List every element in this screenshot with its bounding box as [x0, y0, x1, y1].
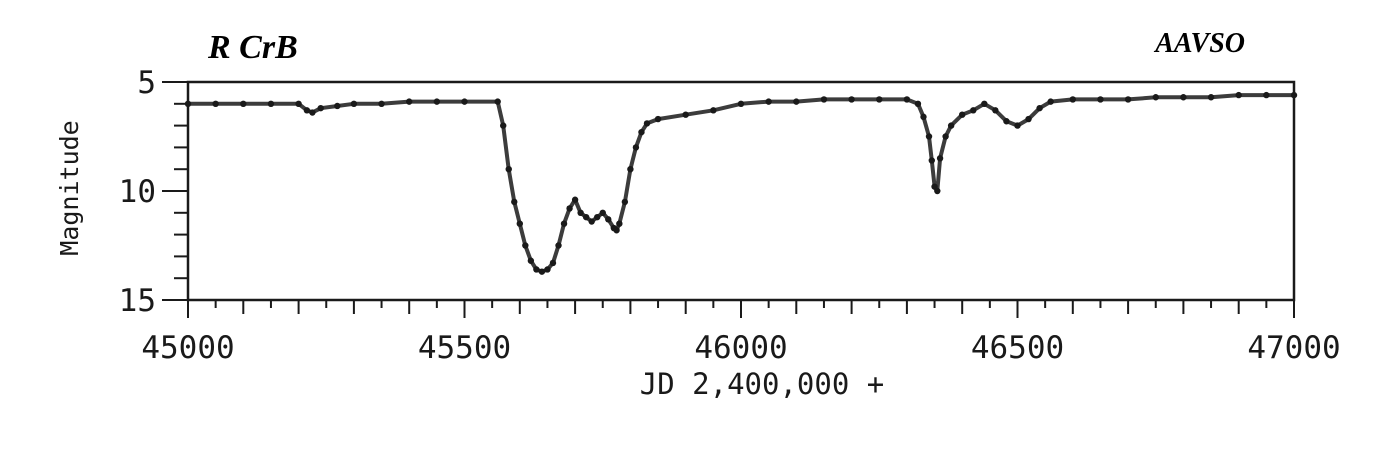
data-point: [947, 122, 955, 129]
data-point: [461, 98, 468, 105]
data-point: [737, 100, 745, 108]
data-point: [1097, 96, 1104, 103]
data-point: [599, 209, 606, 216]
data-point: [1069, 96, 1077, 103]
data-point: [560, 220, 568, 227]
chart-title: R CrB: [207, 29, 298, 66]
data-point: [494, 98, 501, 105]
y-tick-label: 5: [137, 65, 156, 101]
data-point: [267, 100, 275, 108]
data-point: [981, 100, 988, 108]
data-point: [309, 109, 316, 116]
data-point: [934, 187, 941, 195]
data-point: [632, 144, 640, 151]
data-point: [406, 98, 413, 105]
data-point: [1207, 94, 1215, 101]
data-point: [527, 257, 535, 264]
data-point: [1180, 94, 1187, 101]
light-curve-trace: [186, 93, 1296, 274]
data-point: [1124, 96, 1132, 103]
x-axis-label: JD 2,400,000 +: [640, 367, 884, 401]
data-point: [1047, 98, 1054, 105]
data-point: [433, 98, 441, 105]
y-tick-label: 10: [119, 174, 156, 210]
data-point: [638, 128, 645, 136]
data-point: [682, 111, 689, 118]
x-tick-label: 46500: [971, 330, 1064, 366]
data-point: [970, 107, 977, 114]
data-point: [1036, 104, 1043, 112]
plot-frame: [186, 80, 1296, 302]
data-point: [350, 100, 358, 108]
data-point: [334, 102, 341, 110]
x-tick-label: 45000: [141, 330, 234, 366]
data-point: [920, 113, 927, 121]
data-point: [582, 213, 590, 221]
data-point: [511, 198, 518, 206]
data-point: [710, 107, 717, 114]
data-point: [588, 218, 595, 225]
x-tick-label: 46000: [694, 330, 787, 366]
data-point: [1025, 115, 1032, 123]
data-point: [378, 100, 385, 108]
data-point: [566, 205, 573, 212]
data-point: [505, 166, 512, 173]
data-point: [820, 96, 828, 103]
x-tick-label: 47000: [1247, 330, 1340, 366]
x-tick-label: 45500: [418, 330, 511, 366]
data-point: [876, 96, 883, 103]
data-point: [594, 213, 601, 221]
data-point: [925, 133, 933, 140]
data-point: [184, 100, 192, 108]
data-point: [928, 157, 935, 164]
source-label: AAVSO: [1153, 28, 1245, 59]
data-point: [1014, 122, 1021, 129]
y-tick-label: 15: [119, 283, 156, 319]
data-point: [605, 216, 612, 223]
data-point: [992, 107, 999, 114]
data-point: [212, 100, 219, 108]
data-point: [500, 122, 507, 129]
data-point: [914, 100, 922, 108]
y-axis-label: Magnitude: [55, 120, 84, 255]
data-point: [1290, 91, 1298, 99]
data-point: [538, 268, 546, 275]
data-point: [616, 220, 623, 227]
data-point: [936, 155, 944, 162]
data-point: [533, 266, 540, 273]
data-point: [555, 242, 562, 249]
data-point: [621, 198, 629, 206]
data-point: [522, 242, 529, 249]
data-point: [240, 100, 247, 108]
data-point: [942, 133, 949, 140]
data-point: [627, 166, 634, 173]
data-point: [613, 227, 620, 234]
data-point: [303, 107, 311, 114]
data-point: [848, 96, 855, 103]
data-point: [317, 104, 324, 112]
data-point: [959, 111, 966, 118]
data-point: [577, 209, 584, 216]
data-point: [1235, 91, 1242, 99]
data-point: [1152, 94, 1159, 101]
data-point: [793, 98, 800, 105]
data-point: [903, 96, 911, 103]
data-point: [571, 196, 579, 203]
data-point: [544, 266, 551, 273]
data-point: [1263, 91, 1270, 99]
data-point: [1003, 118, 1010, 125]
data-point: [765, 98, 772, 105]
data-point: [643, 120, 651, 127]
data-point: [295, 100, 302, 108]
data-point: [516, 220, 523, 227]
data-point: [549, 259, 557, 267]
data-point: [654, 115, 662, 123]
